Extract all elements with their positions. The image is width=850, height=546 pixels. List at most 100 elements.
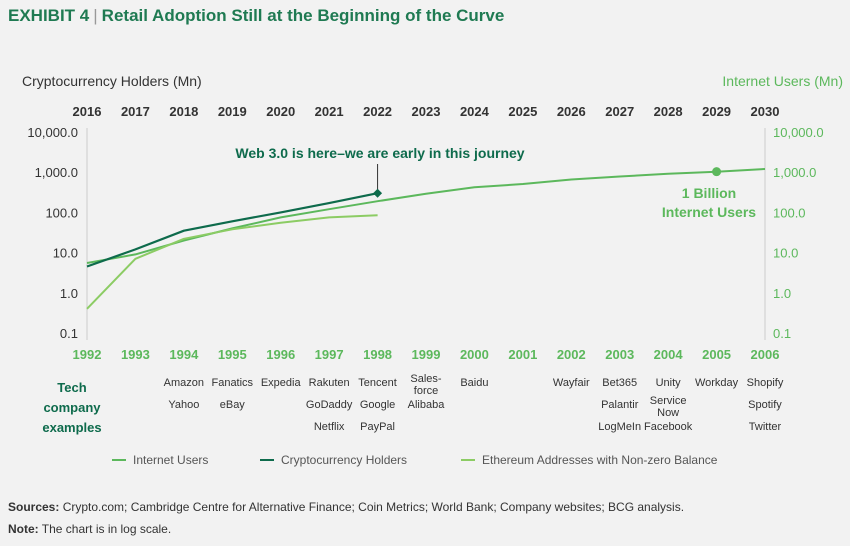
left-axis-title: Cryptocurrency Holders (Mn) [22, 73, 202, 89]
exhibit-title: EXHIBIT 4 | Retail Adoption Still at the B… [8, 6, 504, 26]
company-name: LogMeIn [598, 421, 641, 433]
company-name: Unity [656, 377, 682, 389]
company-name: Bet365 [602, 377, 637, 389]
top-tick-label: 2029 [702, 104, 731, 119]
top-tick-label: 2019 [218, 104, 247, 119]
right-tick-label: 1.0 [773, 286, 791, 301]
legend-label: Cryptocurrency Holders [281, 453, 407, 467]
exhibit-heading: Retail Adoption Still at the Beginning o… [101, 6, 505, 25]
company-name: Baidu [460, 377, 488, 389]
sources-line: Sources: Crypto.com; Cambridge Centre fo… [8, 500, 684, 514]
billion-label-line2: Internet Users [662, 204, 756, 220]
right-tick-label: 100.0 [773, 205, 806, 220]
left-axis-ticks: 0.1 1.0 10.0 100.0 1,000.0 10,000.0 [27, 125, 78, 341]
bottom-tick-label: 2003 [605, 347, 634, 362]
note-label: Note: [8, 522, 39, 536]
company-name: Yahoo [168, 399, 199, 411]
top-tick-label: 2030 [751, 104, 780, 119]
bottom-tick-label: 2004 [654, 347, 684, 362]
chart-legend: Internet Users Cryptocurrency Holders Ethe… [112, 453, 718, 467]
billion-label-line1: 1 Billion [682, 185, 736, 201]
bottom-tick-label: 1994 [169, 347, 199, 362]
bottom-tick-label: 1996 [266, 347, 295, 362]
top-tick-label: 2024 [460, 104, 490, 119]
company-name: Expedia [261, 377, 302, 389]
crypto-callout-text: Web 3.0 is here–we are early in this jou… [235, 145, 524, 161]
company-name: Wayfair [553, 377, 590, 389]
top-tick-label: 2026 [557, 104, 586, 119]
bottom-tick-label: 2005 [702, 347, 731, 362]
bottom-tick-label: 2001 [508, 347, 537, 362]
top-axis-ticks: 2016 2017 2018 2019 2020 2021 2022 2023 2024 2025… [73, 104, 780, 119]
tech-company-label: Tech [57, 380, 86, 395]
right-tick-label: 10,000.0 [773, 125, 824, 140]
company-name: GoDaddy [306, 399, 353, 411]
company-name: Facebook [644, 421, 693, 433]
right-tick-label: 1,000.0 [773, 165, 816, 180]
sources-text: Crypto.com; Cambridge Centre for Alterna… [62, 500, 685, 514]
log-scale-line-chart: Cryptocurrency Holders (Mn) Internet Use… [22, 73, 843, 467]
top-tick-label: 2018 [169, 104, 198, 119]
crypto-end-marker [373, 188, 383, 198]
top-tick-label: 2016 [73, 104, 102, 119]
left-tick-label: 1,000.0 [35, 165, 78, 180]
chart-annotations: Web 3.0 is here–we are early in this jou… [235, 145, 756, 220]
top-tick-label: 2027 [605, 104, 634, 119]
left-tick-label: 10,000.0 [27, 125, 78, 140]
right-axis-ticks: 0.1 1.0 10.0 100.0 1,000.0 10,000.0 [773, 125, 824, 341]
top-tick-label: 2021 [315, 104, 344, 119]
company-name: Rakuten [309, 377, 350, 389]
billion-users-point [712, 167, 722, 177]
company-name: Netflix [314, 421, 345, 433]
top-tick-label: 2023 [412, 104, 441, 119]
crypto-holders-line [86, 192, 378, 268]
bottom-tick-label: 1993 [121, 347, 150, 362]
company-name: eBay [220, 399, 246, 411]
company-name: Fanatics [211, 377, 253, 389]
company-name: Twitter [749, 421, 782, 433]
bottom-tick-label: 1997 [315, 347, 344, 362]
bottom-axis-ticks: 1992 1993 1994 1995 1996 1997 1998 1999 2000 2001… [73, 347, 780, 362]
right-axis-title: Internet Users (Mn) [722, 73, 843, 89]
company-name: Shopify [747, 377, 784, 389]
note-line: Note: The chart is in log scale. [8, 522, 171, 536]
legend-label: Ethereum Addresses with Non-zero Balance [482, 453, 718, 467]
bottom-tick-label: 1998 [363, 347, 392, 362]
company-name: Service Now [650, 395, 687, 419]
axis-lines [86, 128, 766, 340]
bottom-tick-label: 1992 [73, 347, 102, 362]
title-separator: | [93, 6, 98, 25]
company-name: Palantir [601, 399, 639, 411]
top-tick-label: 2022 [363, 104, 392, 119]
top-tick-label: 2017 [121, 104, 150, 119]
right-tick-label: 10.0 [773, 246, 798, 261]
company-name: Tencent [358, 377, 397, 389]
tech-company-examples: Tech company examples Amazon Yahoo Fanatics eB… [42, 373, 783, 435]
company-name: PayPal [360, 421, 395, 433]
company-name: Google [360, 399, 395, 411]
bottom-tick-label: 1999 [412, 347, 441, 362]
left-tick-label: 100.0 [45, 205, 78, 220]
tech-company-label: company [43, 400, 101, 415]
top-tick-label: 2028 [654, 104, 683, 119]
top-tick-label: 2020 [266, 104, 295, 119]
company-name: Amazon [164, 377, 204, 389]
company-name: Spotify [748, 399, 782, 411]
company-name: Sales-force [410, 373, 442, 397]
series-lines [86, 168, 766, 310]
left-tick-label: 1.0 [60, 286, 78, 301]
bottom-tick-label: 1995 [218, 347, 247, 362]
company-name: Workday [695, 377, 739, 389]
note-text: The chart is in log scale. [41, 522, 172, 536]
tech-company-label: examples [42, 420, 101, 435]
bottom-tick-label: 2006 [751, 347, 780, 362]
top-tick-label: 2025 [508, 104, 537, 119]
bottom-tick-label: 2000 [460, 347, 489, 362]
left-tick-label: 10.0 [53, 246, 78, 261]
ethereum-line [86, 214, 378, 310]
left-tick-label: 0.1 [60, 326, 78, 341]
legend-label: Internet Users [133, 453, 208, 467]
company-name: Alibaba [408, 399, 446, 411]
bottom-tick-label: 2002 [557, 347, 586, 362]
sources-label: Sources: [8, 500, 60, 514]
